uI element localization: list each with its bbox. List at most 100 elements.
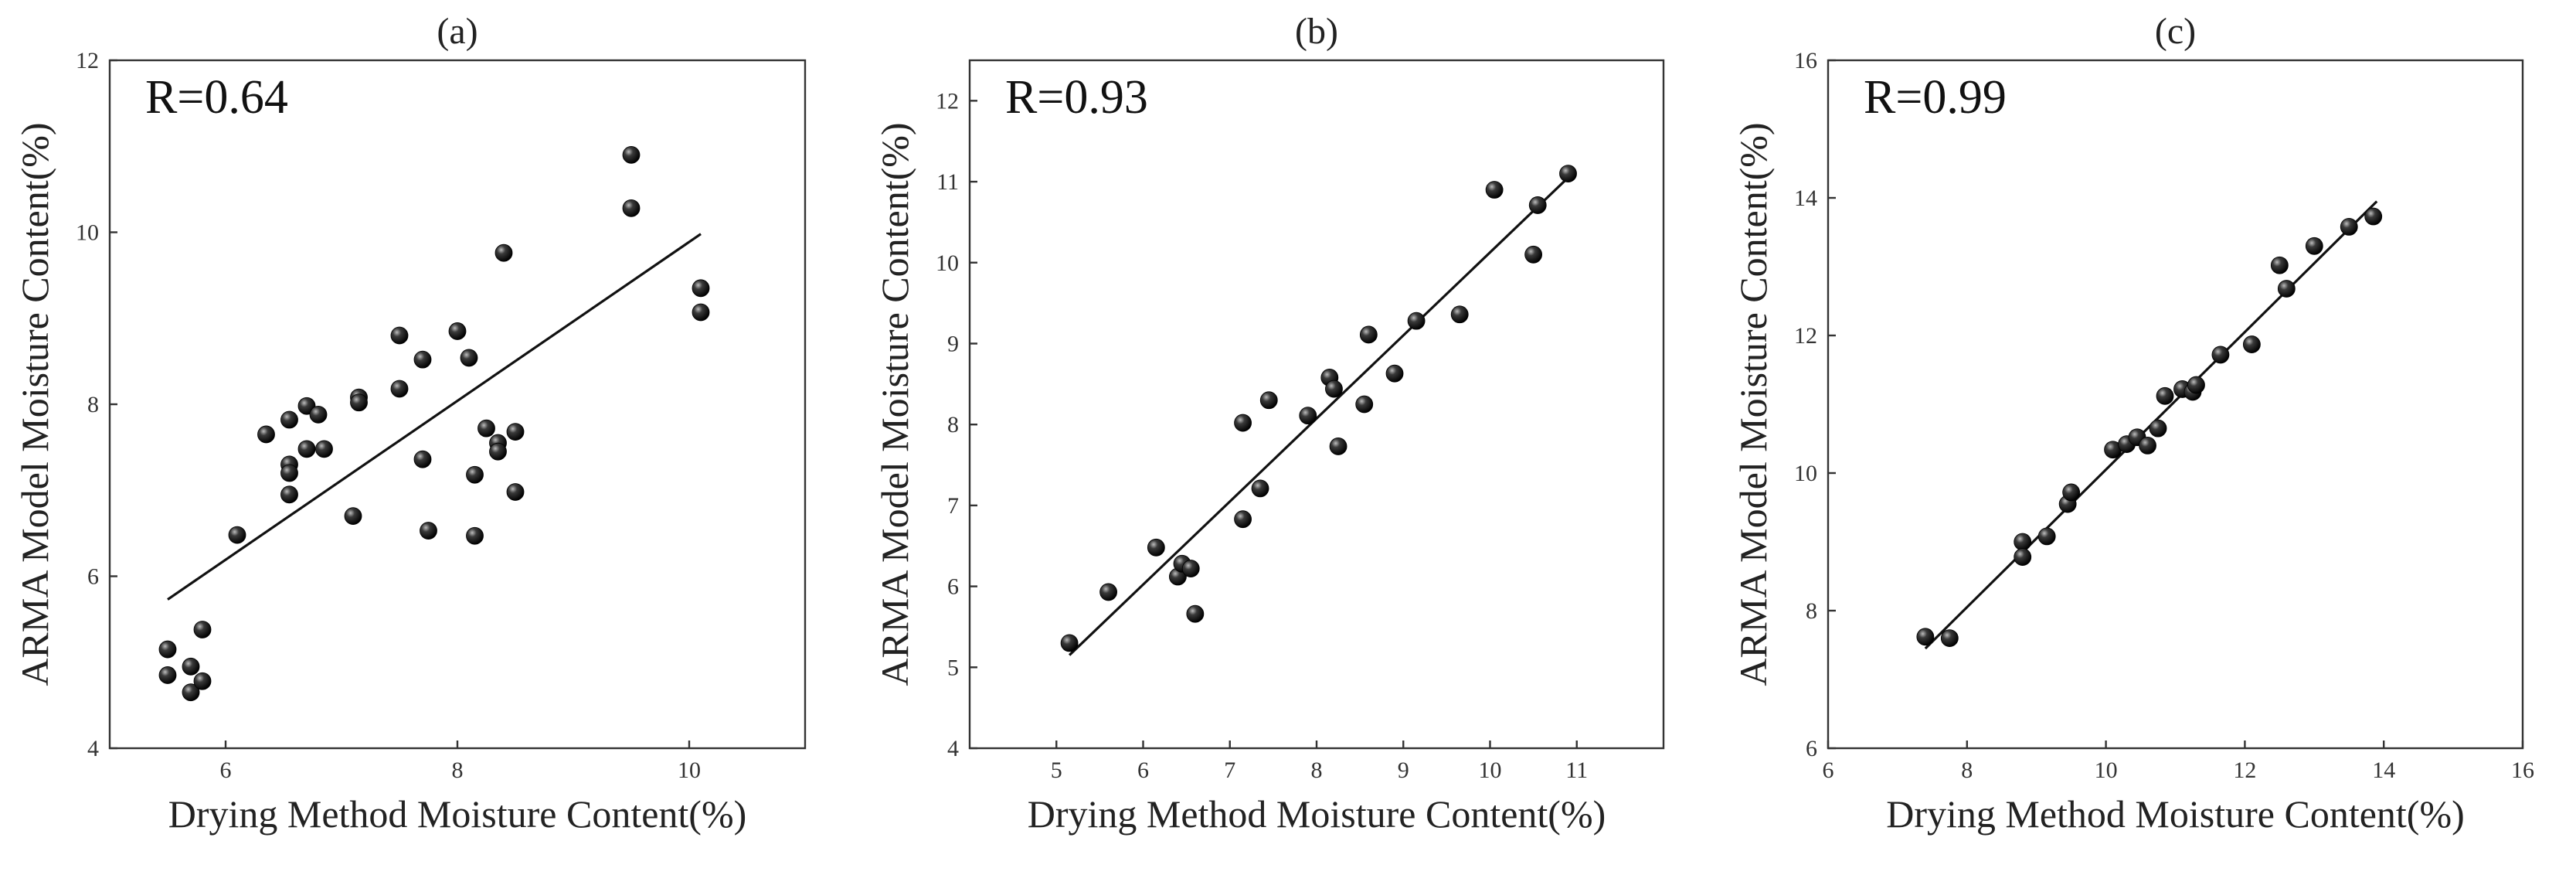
data-point (1940, 629, 1959, 647)
y-tick-label: 11 (936, 169, 959, 195)
data-point (1299, 407, 1317, 425)
y-axis-label: ARMA Model Moisture Content(%) (873, 122, 916, 686)
y-tick-label: 4 (87, 736, 99, 761)
x-tick-label: 6 (220, 758, 232, 783)
data-point (506, 483, 525, 501)
data-point (344, 507, 362, 526)
y-tick-label: 10 (936, 250, 959, 276)
data-point (692, 279, 710, 298)
y-tick-label: 10 (76, 220, 99, 246)
data-point (1528, 196, 1547, 214)
data-point (2139, 437, 2156, 455)
data-point (309, 405, 328, 424)
data-point (1359, 325, 1378, 344)
x-tick-label: 8 (1311, 758, 1323, 783)
chart-panel-a: 6 8 10 4 6 8 10 12 (a) Drying Method Moisture Con… (13, 11, 807, 836)
data-point (1916, 628, 1935, 646)
data-point (489, 442, 507, 461)
data-point (297, 440, 316, 458)
data-point (1385, 364, 1404, 383)
data-point (1181, 560, 1200, 577)
data-point (622, 145, 641, 164)
y-tick-label: 6 (1806, 736, 1817, 761)
y-tick-label: 12 (1794, 323, 1817, 349)
data-point (193, 621, 212, 638)
data-point (1234, 510, 1252, 529)
y-tick-label: 12 (76, 48, 99, 73)
data-point (1251, 479, 1269, 498)
data-point (193, 672, 212, 690)
data-point (1234, 414, 1252, 432)
y-tick-label: 9 (947, 331, 959, 356)
y-axis-label: ARMA Model Moisture Content(%) (13, 122, 56, 686)
data-point (350, 393, 368, 412)
data-point (2340, 217, 2358, 236)
data-point (477, 419, 495, 438)
data-point (1355, 395, 1374, 414)
data-point (390, 380, 409, 398)
y-tick-label: 10 (1794, 461, 1817, 486)
data-point (466, 465, 484, 484)
data-point (2277, 280, 2296, 298)
data-point (2062, 483, 2081, 502)
data-point (2270, 256, 2289, 274)
x-tick-label: 5 (1051, 758, 1062, 783)
data-point (413, 450, 432, 468)
y-tick-label: 14 (1794, 186, 1817, 211)
data-point (1329, 438, 1347, 455)
data-point (1485, 181, 1504, 199)
x-tick-label: 9 (1398, 758, 1409, 783)
plot-frame (1827, 59, 2524, 750)
data-point (1559, 165, 1577, 182)
data-point (2037, 527, 2056, 546)
data-point (1450, 305, 1469, 324)
x-tick-label: 14 (2372, 758, 2395, 783)
x-tick-label: 10 (1479, 758, 1502, 783)
chart-title: (b) (1295, 11, 1338, 52)
y-tick-label: 6 (87, 564, 99, 590)
x-tick-label: 7 (1224, 758, 1235, 783)
data-point (280, 464, 298, 482)
data-point (622, 199, 641, 217)
chart-title: (a) (437, 11, 477, 52)
data-point (1060, 634, 1079, 652)
data-point (460, 349, 478, 367)
data-point (2211, 346, 2230, 364)
data-point (506, 423, 525, 441)
data-point (228, 526, 246, 544)
data-point (280, 410, 298, 429)
data-point (448, 322, 467, 340)
correlation-annotation: R=0.99 (1864, 71, 2007, 124)
data-point (2242, 335, 2261, 353)
data-point (692, 303, 710, 322)
data-point (413, 350, 432, 369)
data-point (182, 657, 200, 676)
data-point (182, 683, 200, 702)
y-tick-label: 12 (936, 88, 959, 114)
correlation-annotation: R=0.93 (1005, 71, 1148, 124)
fit-line (1068, 176, 1569, 656)
data-point (2364, 207, 2383, 226)
y-tick-label: 7 (947, 493, 959, 519)
x-axis-label: Drying Method Moisture Content(%) (1028, 792, 1606, 836)
data-point (2305, 237, 2323, 255)
y-tick-label: 8 (87, 392, 99, 417)
correlation-annotation: R=0.64 (145, 71, 288, 124)
chart-panel-b: 5 6 7 8 9 10 11 4 5 6 7 8 9 10 11 12 (b) Drying Method Mo… (873, 11, 1665, 836)
fit-line (167, 233, 702, 601)
data-point (2156, 386, 2174, 405)
data-point (1259, 391, 1278, 410)
data-point (466, 526, 484, 545)
data-point (257, 425, 275, 444)
x-tick-label: 11 (1565, 758, 1588, 783)
x-axis-label: Drying Method Moisture Content(%) (168, 792, 747, 836)
data-point (494, 243, 513, 262)
data-point (1099, 583, 1117, 601)
x-axis-label: Drying Method Moisture Content(%) (1886, 792, 2465, 836)
x-tick-label: 6 (1137, 758, 1149, 783)
data-point (2187, 376, 2205, 394)
y-tick-label: 6 (947, 574, 959, 600)
y-axis-label: ARMA Model Moisture Content(%) (1731, 122, 1775, 686)
x-tick-label: 8 (1961, 758, 1973, 783)
x-tick-label: 10 (678, 758, 701, 783)
